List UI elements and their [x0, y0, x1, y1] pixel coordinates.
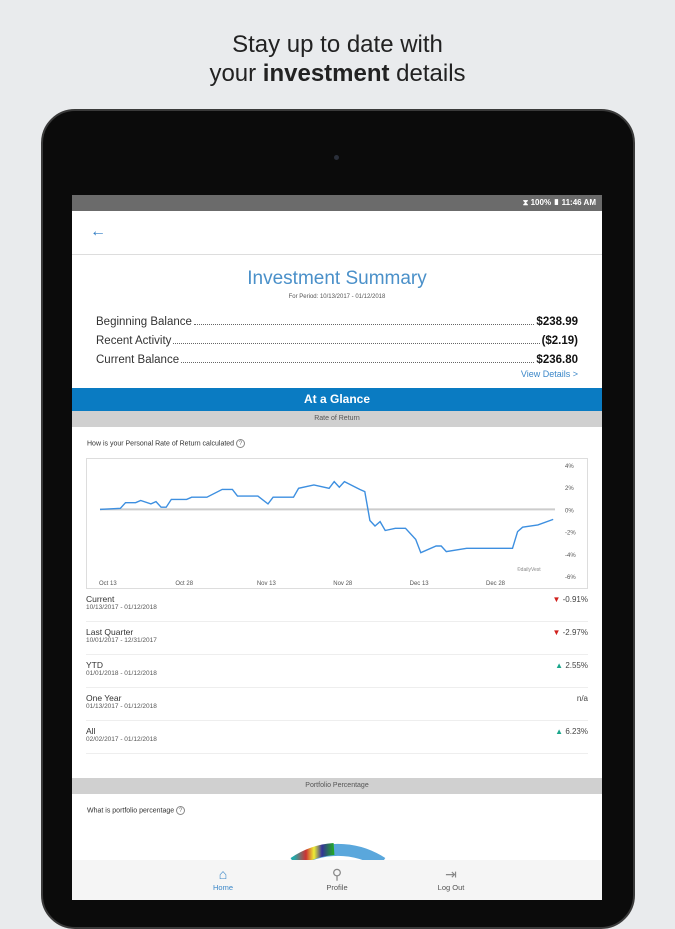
promo-line-1: Stay up to date with — [232, 31, 443, 58]
help-icon[interactable]: ? — [236, 439, 246, 448]
balance-list: Beginning Balance $238.99 Recent Activity… — [72, 309, 602, 366]
portfolio-question[interactable]: What is portfolio percentage ? — [72, 794, 602, 815]
x-tick-label: Dec 13 — [410, 581, 430, 587]
return-name: Current — [86, 594, 115, 604]
return-value: ▼ -2.97% — [552, 628, 588, 637]
return-line — [99, 480, 554, 554]
chart-credit: ©dailyVest — [517, 566, 541, 573]
return-row: Current 10/13/2017 - 01/12/2018 ▼ -0.91% — [86, 589, 588, 622]
x-tick-label: Nov 13 — [257, 581, 277, 587]
return-row: One Year 01/13/2017 - 01/12/2018 n/a — [86, 688, 588, 721]
return-value-text: -0.91% — [562, 595, 588, 604]
app-screen: ⧗ 100% ▮ 11:46 AM ← Investment Summary F… — [72, 195, 602, 900]
rate-chart-svg: 4% 2% 0% -2% -4% -6% Oct 13 Oct 28 Nov 13 Nov 28 D… — [99, 464, 576, 587]
return-value: ▲ 6.23% — [555, 727, 588, 736]
rate-chart: 4% 2% 0% -2% -4% -6% Oct 13 Oct 28 Nov 13 Nov 28 D… — [86, 458, 588, 589]
balance-row: Recent Activity ($2.19) — [96, 328, 578, 347]
promo-line-2: your investment details — [0, 59, 675, 88]
down-arrow-icon: ▼ — [552, 628, 561, 637]
return-value-text: -2.97% — [562, 628, 588, 637]
x-tick-label: Oct 13 — [99, 581, 117, 587]
x-tick-label: Nov 28 — [333, 581, 353, 587]
back-arrow-icon[interactable]: ← — [90, 223, 106, 240]
returns-list: Current 10/13/2017 - 01/12/2018 ▼ -0.91% La… — [72, 589, 602, 754]
up-arrow-icon: ▲ — [555, 727, 564, 736]
return-dates: 01/13/2017 - 01/12/2018 — [86, 703, 157, 710]
nav-home[interactable]: ⌂ Home — [195, 860, 251, 900]
return-dates: 10/13/2017 - 01/12/2018 — [86, 604, 157, 611]
portfolio-question-text: What is portfolio percentage — [87, 807, 175, 815]
at-a-glance-header: At a Glance — [72, 388, 602, 411]
promo-headline: Stay up to date with your investment det… — [0, 30, 675, 88]
return-dates: 10/01/2017 - 12/31/2017 — [86, 637, 157, 644]
page-title: Investment Summary — [247, 268, 427, 289]
promo-text: your — [209, 60, 263, 87]
balance-label: Beginning Balance — [96, 316, 192, 328]
balance-label: Current Balance — [96, 354, 180, 366]
camera — [334, 155, 339, 160]
return-name: YTD — [86, 660, 103, 670]
return-row: All 02/02/2017 - 01/12/2018 ▲ 6.23% — [86, 721, 588, 754]
period-text: For Period: 10/13/2017 - 01/12/2018 — [288, 294, 386, 300]
y-tick-label: 0% — [565, 508, 574, 514]
balance-value: $238.99 — [536, 316, 578, 328]
y-tick-label: -6% — [565, 575, 576, 581]
promo-bold: investment — [262, 60, 390, 87]
x-tick-label: Dec 28 — [486, 581, 506, 587]
logout-icon: ⇥ — [445, 866, 457, 882]
return-value: n/a — [577, 694, 588, 703]
down-arrow-icon: ▼ — [552, 595, 561, 604]
balance-value: ($2.19) — [541, 335, 578, 347]
view-details-link[interactable]: View Details > — [520, 369, 578, 379]
y-tick-label: 2% — [565, 486, 574, 492]
home-icon: ⌂ — [218, 866, 228, 882]
x-tick-label: Oct 28 — [175, 581, 193, 587]
return-value: ▲ 2.55% — [555, 661, 588, 670]
balance-row: Current Balance $236.80 — [96, 347, 578, 366]
return-dates: 02/02/2017 - 01/12/2018 — [86, 736, 157, 743]
rate-question-text: How is your Personal Rate of Return calc… — [87, 440, 235, 448]
nav-label: Log Out — [437, 883, 465, 892]
app-bar: ← — [72, 211, 602, 255]
return-value-text: 6.23% — [565, 727, 588, 736]
return-dates: 01/01/2018 - 01/12/2018 — [86, 670, 157, 677]
nav-label: Home — [212, 883, 233, 892]
nav-label: Profile — [326, 883, 348, 892]
portfolio-percentage-header: Portfolio Percentage — [72, 778, 602, 794]
promo-text: details — [389, 60, 466, 87]
profile-icon: ⚲ — [331, 866, 343, 882]
return-row: Last Quarter 10/01/2017 - 12/31/2017 ▼ -2.… — [86, 622, 588, 655]
balance-value: $236.80 — [536, 354, 578, 366]
bottom-nav: ⌂ Home ⚲ Profile ⇥ Log Out — [72, 860, 602, 900]
help-icon[interactable]: ? — [176, 806, 186, 815]
rate-of-return-header: Rate of Return — [72, 411, 602, 427]
nav-profile[interactable]: ⚲ Profile — [309, 860, 365, 900]
return-name: Last Quarter — [86, 627, 134, 637]
status-bar: ⧗ 100% ▮ 11:46 AM — [72, 195, 602, 211]
y-tick-label: 4% — [565, 464, 574, 470]
y-tick-label: -4% — [565, 553, 576, 559]
return-name: One Year — [86, 693, 122, 703]
return-name: All — [86, 726, 96, 736]
return-value: ▼ -0.91% — [552, 595, 588, 604]
balance-label: Recent Activity — [96, 335, 172, 347]
balance-row: Beginning Balance $238.99 — [96, 309, 578, 328]
nav-log-out[interactable]: ⇥ Log Out — [423, 860, 479, 900]
rate-question[interactable]: How is your Personal Rate of Return calc… — [72, 427, 602, 448]
return-row: YTD 01/01/2018 - 01/12/2018 ▲ 2.55% — [86, 655, 588, 688]
up-arrow-icon: ▲ — [555, 661, 564, 670]
return-value-text: 2.55% — [565, 661, 588, 670]
y-tick-label: -2% — [565, 531, 576, 537]
return-value-text: n/a — [576, 694, 588, 703]
